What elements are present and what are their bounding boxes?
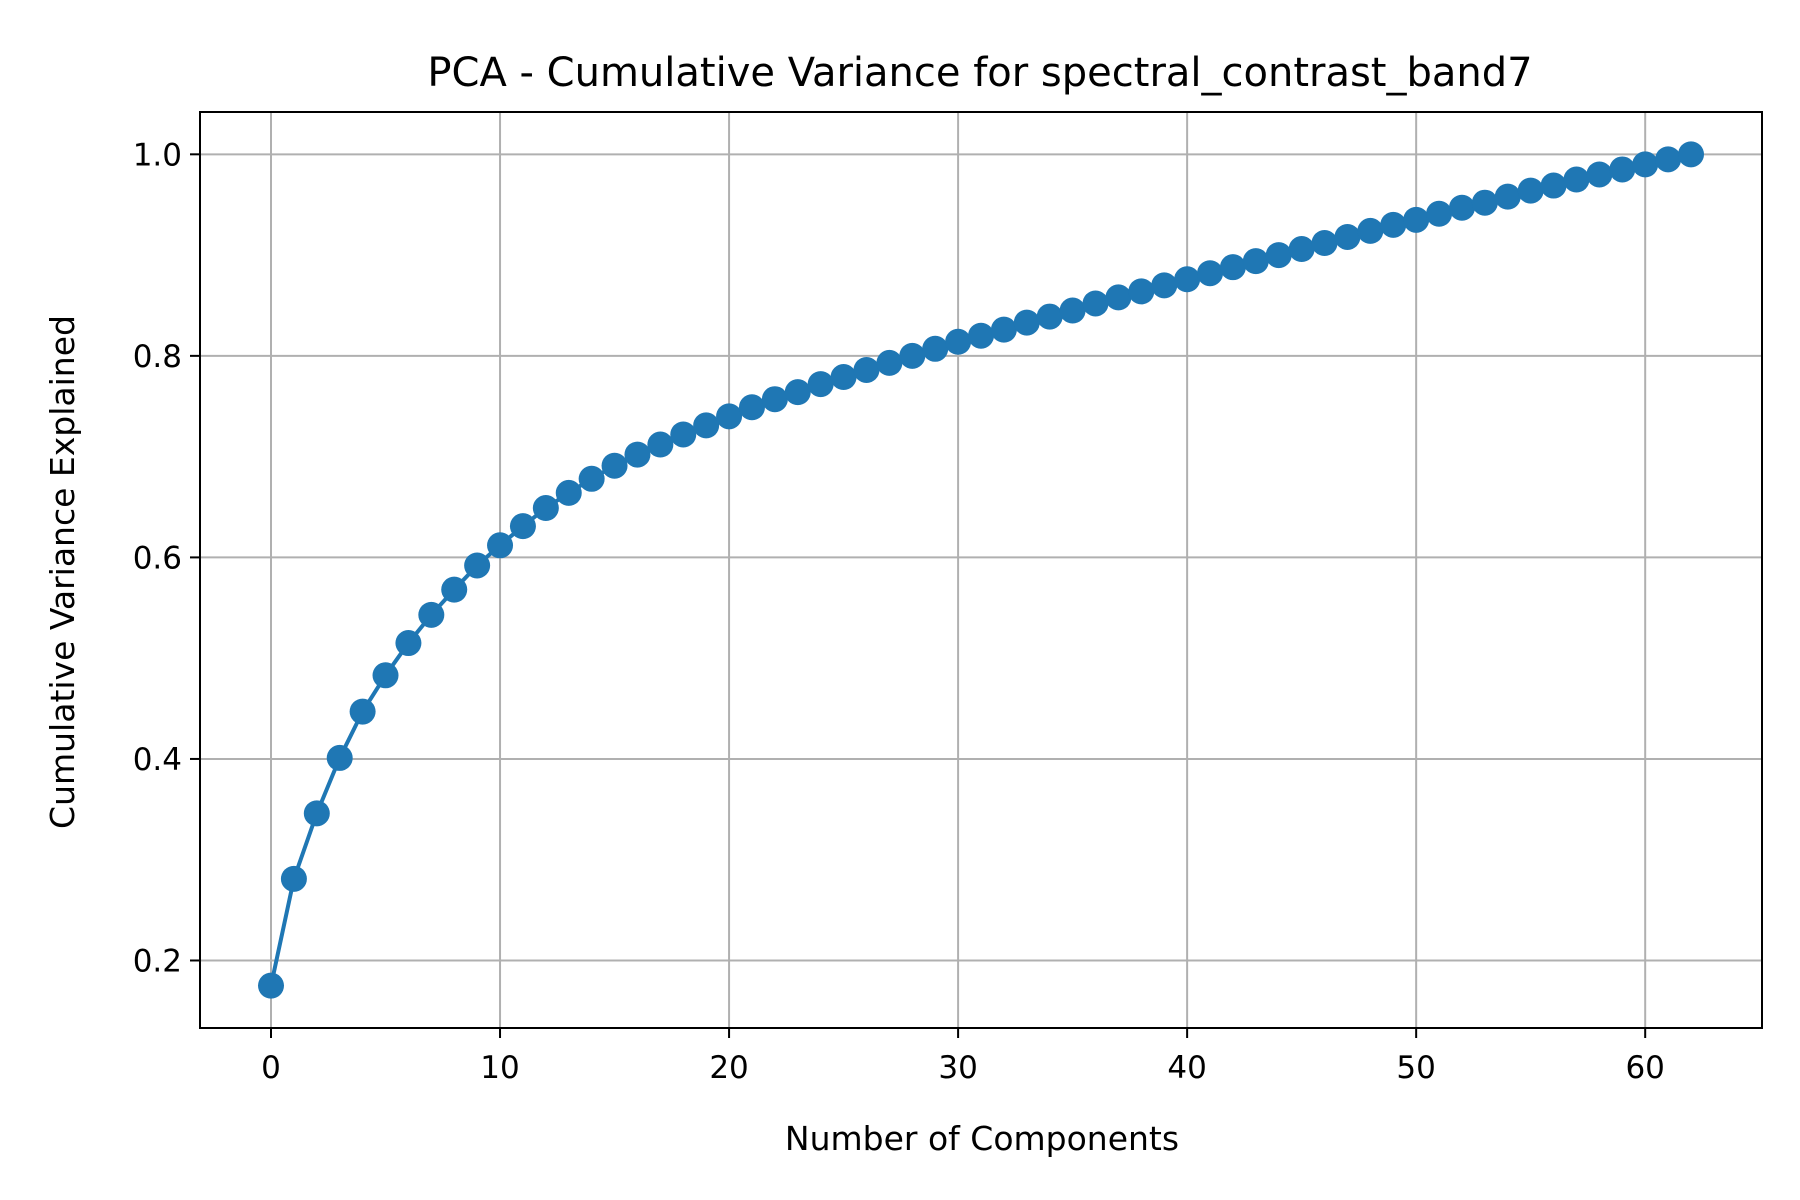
data-point (487, 532, 514, 559)
data-point (1403, 206, 1430, 233)
data-point (853, 356, 880, 383)
data-point (1517, 177, 1544, 204)
x-tick-label: 20 (709, 1050, 748, 1086)
data-point (807, 371, 834, 398)
data-point (830, 364, 857, 391)
data-point (1540, 172, 1567, 199)
data-point (464, 552, 491, 579)
data-point (280, 865, 307, 892)
data-point (1448, 194, 1475, 221)
data-point (1357, 217, 1384, 244)
data-point (395, 630, 422, 657)
data-point (1151, 272, 1178, 299)
data-point (647, 431, 674, 458)
data-point (945, 328, 972, 355)
y-tick-label: 1.0 (133, 137, 182, 173)
data-point (1311, 230, 1338, 257)
data-point (1197, 260, 1224, 287)
data-point (601, 452, 628, 479)
x-tick-label: 50 (1396, 1050, 1435, 1086)
data-point (784, 379, 811, 406)
data-point (441, 576, 468, 603)
data-point (1174, 266, 1201, 293)
x-tick-label: 60 (1625, 1050, 1664, 1086)
data-point (555, 479, 582, 506)
ticks: 0 10 20 30 40 50 60 0.2 0.4 0.6 0.8 1.0 (133, 137, 1665, 1086)
y-tick-label: 0.8 (133, 339, 182, 375)
data-point (1128, 278, 1155, 305)
data-point (1288, 236, 1315, 263)
data-point (1265, 242, 1292, 269)
data-point (990, 316, 1017, 343)
x-axis-label: Number of Components (785, 1119, 1179, 1158)
y-tick-label: 0.6 (133, 540, 182, 576)
data-point (509, 513, 536, 540)
data-point (1563, 166, 1590, 193)
y-tick-label: 0.4 (133, 742, 182, 778)
x-tick-label: 30 (938, 1050, 977, 1086)
data-point (1632, 151, 1659, 178)
data-point (1586, 161, 1613, 188)
plot-frame (199, 111, 1763, 1029)
data-point (693, 412, 720, 439)
y-axis-label: Cumulative Variance Explained (43, 315, 82, 829)
data-point (922, 335, 949, 362)
data-point (1471, 189, 1498, 216)
data-point (1105, 284, 1132, 311)
data-point (624, 441, 651, 468)
data-point (738, 394, 765, 421)
data-point (761, 386, 788, 413)
chart-title: PCA - Cumulative Variance for spectral_c… (427, 50, 1532, 96)
x-tick-label: 0 (261, 1050, 281, 1086)
grid (200, 112, 1762, 1028)
data-point (899, 342, 926, 369)
data-point (1059, 297, 1086, 324)
data-point (1426, 200, 1453, 227)
data-point (372, 662, 399, 689)
data-point (876, 349, 903, 376)
data-point (1334, 223, 1361, 250)
data-point (1242, 248, 1269, 275)
data-point (349, 698, 376, 725)
data-point (1494, 183, 1521, 210)
data-point (1655, 146, 1682, 173)
data-point (326, 744, 353, 771)
data-point (258, 972, 284, 999)
data-point (1678, 141, 1704, 168)
data-point (532, 495, 559, 522)
data-point (716, 403, 743, 430)
data-point (303, 800, 330, 827)
x-tick-label: 10 (480, 1050, 519, 1086)
y-tick-label: 0.2 (133, 943, 182, 979)
data-point (968, 322, 994, 349)
data-point (1219, 254, 1246, 281)
data-point (1380, 211, 1407, 238)
data-point (418, 601, 445, 628)
data-point (1609, 156, 1636, 183)
data-point (1082, 290, 1109, 317)
x-tick-label: 40 (1167, 1050, 1206, 1086)
data-point (1013, 309, 1040, 336)
series-layer (258, 141, 1704, 999)
data-point (1036, 303, 1063, 330)
data-point (578, 465, 605, 492)
data-point (670, 421, 697, 448)
